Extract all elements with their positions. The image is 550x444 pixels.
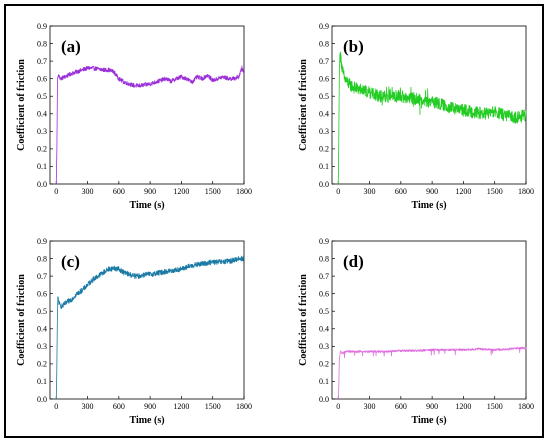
friction-series-line bbox=[55, 65, 245, 185]
y-tick-label: 0.7 bbox=[37, 57, 47, 66]
y-tick-label: 0.0 bbox=[319, 395, 329, 404]
y-tick-label: 0.0 bbox=[319, 180, 329, 189]
y-tick-label: 0.0 bbox=[37, 395, 47, 404]
y-tick-label: 0.1 bbox=[37, 162, 47, 171]
y-tick-label: 0.2 bbox=[37, 145, 47, 154]
friction-series-line bbox=[337, 51, 527, 185]
y-tick-label: 0.8 bbox=[319, 39, 329, 48]
x-tick-label: 1200 bbox=[173, 402, 189, 411]
y-tick-label: 0.6 bbox=[37, 289, 47, 298]
y-tick-label: 0.5 bbox=[37, 307, 47, 316]
y-tick-label: 0.3 bbox=[319, 342, 329, 351]
y-tick-label: 0.2 bbox=[319, 360, 329, 369]
x-tick-label: 600 bbox=[395, 187, 407, 196]
chart-panel-1: 0.0 0.1 0.2 0.3 0.4 0.5 0.6 0.7 0.8 0.9 0 300 600 900… bbox=[16, 22, 252, 211]
y-tick-label: 0.9 bbox=[37, 22, 47, 31]
chart-panel-2: 0.0 0.1 0.2 0.3 0.4 0.5 0.6 0.7 0.8 0.9 0 300 600 900… bbox=[298, 22, 534, 211]
y-tick-label: 0.9 bbox=[319, 22, 329, 31]
friction-figure: 0.0 0.1 0.2 0.3 0.4 0.5 0.6 0.7 0.8 0.9 0 300 600 900… bbox=[16, 22, 534, 426]
y-tick-label: 0.5 bbox=[319, 307, 329, 316]
y-tick-label: 0.2 bbox=[37, 360, 47, 369]
x-tick-label: 1500 bbox=[487, 187, 503, 196]
panel-label: (a) bbox=[61, 37, 81, 56]
x-tick-label: 600 bbox=[113, 402, 125, 411]
x-tick-label: 900 bbox=[426, 187, 438, 196]
x-tick-label: 0 bbox=[54, 187, 58, 196]
x-tick-label: 600 bbox=[113, 187, 125, 196]
plot-frame bbox=[331, 25, 527, 185]
plot-frame bbox=[331, 240, 527, 400]
y-tick-label: 0.8 bbox=[37, 254, 47, 263]
plot-frame bbox=[49, 25, 245, 185]
x-axis-title: Time (s) bbox=[411, 415, 446, 426]
y-tick-label: 0.7 bbox=[37, 272, 47, 281]
x-tick-label: 1800 bbox=[236, 187, 252, 196]
y-tick-label: 0.7 bbox=[319, 57, 329, 66]
x-tick-label: 300 bbox=[364, 187, 376, 196]
x-tick-label: 0 bbox=[336, 402, 340, 411]
y-tick-label: 0.4 bbox=[37, 110, 47, 119]
x-tick-label: 900 bbox=[144, 402, 156, 411]
x-axis-title: Time (s) bbox=[129, 200, 164, 211]
x-tick-label: 600 bbox=[395, 402, 407, 411]
x-tick-label: 1800 bbox=[518, 187, 534, 196]
x-tick-label: 0 bbox=[336, 187, 340, 196]
x-tick-label: 1200 bbox=[455, 402, 471, 411]
y-tick-label: 0.1 bbox=[319, 377, 329, 386]
y-tick-label: 0.3 bbox=[319, 127, 329, 136]
y-tick-label: 0.3 bbox=[37, 342, 47, 351]
y-tick-label: 0.4 bbox=[319, 110, 329, 119]
panel-label: (d) bbox=[343, 252, 364, 271]
x-axis-title: Time (s) bbox=[129, 415, 164, 426]
y-tick-label: 0.7 bbox=[319, 272, 329, 281]
panel-label: (b) bbox=[343, 37, 364, 56]
y-tick-label: 0.8 bbox=[37, 39, 47, 48]
y-tick-label: 0.6 bbox=[37, 74, 47, 83]
y-tick-label: 0.2 bbox=[319, 145, 329, 154]
y-tick-label: 0.0 bbox=[37, 180, 47, 189]
y-tick-label: 0.6 bbox=[319, 289, 329, 298]
x-tick-label: 1800 bbox=[236, 402, 252, 411]
y-axis-title: Coefficient of friction bbox=[16, 274, 27, 366]
friction-series-line bbox=[337, 346, 527, 400]
x-tick-label: 300 bbox=[82, 187, 94, 196]
x-tick-label: 900 bbox=[426, 402, 438, 411]
y-tick-label: 0.5 bbox=[37, 92, 47, 101]
chart-panel-3: 0.0 0.1 0.2 0.3 0.4 0.5 0.6 0.7 0.8 0.9 0 300 600 900… bbox=[16, 237, 252, 426]
y-tick-label: 0.4 bbox=[319, 325, 329, 334]
y-tick-label: 0.1 bbox=[37, 377, 47, 386]
y-tick-label: 0.1 bbox=[319, 162, 329, 171]
friction-series-line bbox=[55, 255, 245, 400]
x-tick-label: 1500 bbox=[205, 402, 221, 411]
y-axis-title: Coefficient of friction bbox=[298, 59, 309, 151]
plot-frame bbox=[49, 240, 245, 400]
panel-label: (c) bbox=[61, 252, 80, 271]
x-tick-label: 1800 bbox=[518, 402, 534, 411]
x-tick-label: 1200 bbox=[173, 187, 189, 196]
y-tick-label: 0.4 bbox=[37, 325, 47, 334]
y-tick-label: 0.8 bbox=[319, 254, 329, 263]
x-tick-label: 1200 bbox=[455, 187, 471, 196]
x-tick-label: 1500 bbox=[487, 402, 503, 411]
x-tick-label: 0 bbox=[54, 402, 58, 411]
x-tick-label: 900 bbox=[144, 187, 156, 196]
x-tick-label: 300 bbox=[364, 402, 376, 411]
x-axis-title: Time (s) bbox=[411, 200, 446, 211]
y-tick-label: 0.9 bbox=[319, 237, 329, 246]
x-tick-label: 1500 bbox=[205, 187, 221, 196]
y-tick-label: 0.6 bbox=[319, 74, 329, 83]
y-tick-label: 0.3 bbox=[37, 127, 47, 136]
y-tick-label: 0.5 bbox=[319, 92, 329, 101]
figure-frame: 0.0 0.1 0.2 0.3 0.4 0.5 0.6 0.7 0.8 0.9 0 300 600 900… bbox=[4, 4, 544, 438]
y-tick-label: 0.9 bbox=[37, 237, 47, 246]
x-tick-label: 300 bbox=[82, 402, 94, 411]
chart-panel-4: 0.0 0.1 0.2 0.3 0.4 0.5 0.6 0.7 0.8 0.9 0 300 600 900… bbox=[298, 237, 534, 426]
y-axis-title: Coefficient of friction bbox=[16, 59, 27, 151]
y-axis-title: Coefficient of friction bbox=[298, 274, 309, 366]
